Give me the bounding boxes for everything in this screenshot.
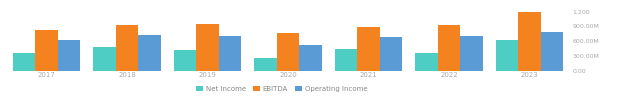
Bar [335, 49, 357, 71]
Bar [173, 50, 196, 71]
Bar [276, 33, 300, 71]
Bar [196, 24, 219, 71]
Bar [116, 24, 138, 71]
Bar [357, 27, 380, 71]
Bar [495, 40, 518, 71]
Legend: Net Income, EBITDA, Operating Income: Net Income, EBITDA, Operating Income [193, 83, 370, 95]
Bar [518, 12, 541, 71]
Bar [415, 53, 438, 71]
Bar [254, 58, 276, 71]
Bar [460, 36, 483, 71]
Bar [138, 35, 161, 71]
Bar [93, 47, 116, 71]
Bar [541, 32, 563, 71]
Bar [438, 25, 460, 71]
Bar [219, 36, 241, 71]
Bar [300, 45, 322, 71]
Bar [58, 40, 81, 71]
Bar [13, 53, 35, 71]
Bar [35, 30, 58, 71]
Bar [380, 37, 403, 71]
